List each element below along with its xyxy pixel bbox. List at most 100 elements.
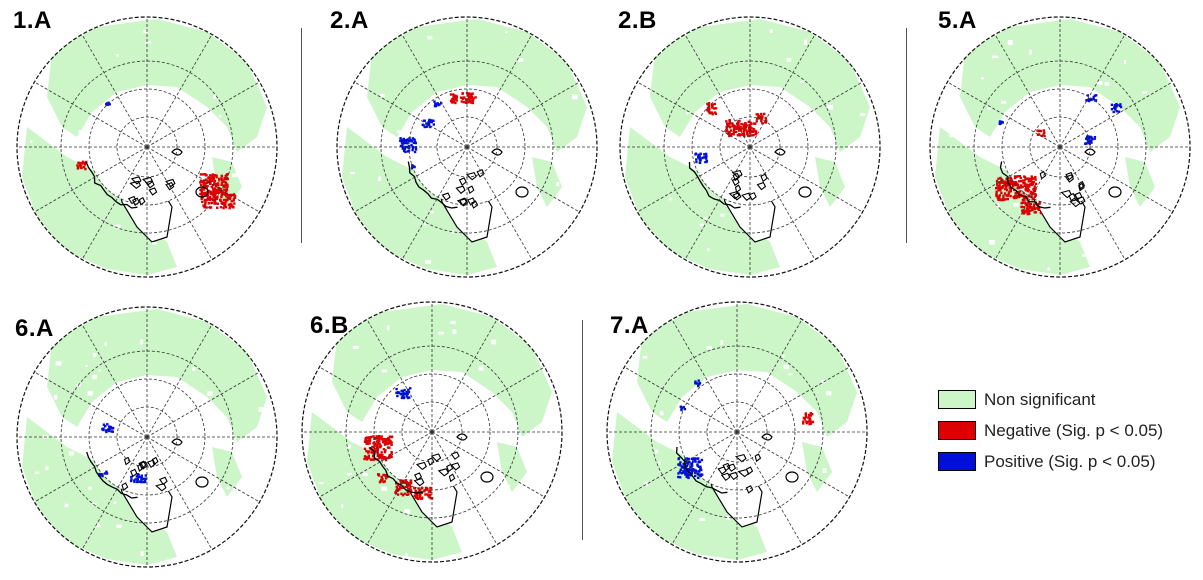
no-data-speck [69, 451, 74, 455]
negative-pixel [1030, 203, 1032, 205]
negative-pixel [1029, 207, 1031, 209]
no-data-speck [852, 217, 855, 219]
no-data-speck [380, 94, 385, 97]
negative-pixel [376, 443, 378, 445]
positive-pixel [680, 406, 682, 408]
no-data-speck [525, 479, 528, 483]
no-data-speck [226, 487, 229, 490]
positive-pixel [104, 472, 106, 474]
negative-pixel [1007, 198, 1009, 200]
negative-pixel [383, 441, 385, 443]
no-data-speck [518, 58, 523, 62]
positive-pixel [1120, 106, 1122, 108]
no-data-speck [1067, 220, 1069, 224]
positive-pixel [680, 409, 682, 411]
no-data-speck [92, 375, 97, 379]
positive-pixel [411, 149, 413, 151]
negative-pixel [385, 440, 387, 442]
negative-pixel [1032, 198, 1034, 200]
no-data-speck [397, 130, 403, 132]
no-data-speck [1082, 254, 1087, 256]
positive-pixel [130, 476, 132, 478]
no-data-speck [669, 198, 672, 201]
negative-pixel [452, 98, 454, 100]
no-data-speck [657, 419, 661, 423]
negative-pixel [217, 182, 219, 184]
positive-pixel [699, 467, 701, 469]
negative-pixel [213, 181, 215, 183]
no-data-speck [381, 486, 387, 490]
no-data-speck [438, 332, 444, 335]
no-data-speck [225, 138, 231, 140]
negative-pixel [472, 99, 474, 101]
negative-pixel [368, 457, 370, 459]
no-data-speck [65, 430, 67, 435]
positive-pixel [438, 103, 440, 105]
negative-pixel [217, 203, 219, 205]
negative-pixel [1022, 202, 1024, 204]
negative-pixel [746, 132, 748, 134]
positive-pixel [701, 459, 703, 461]
no-data-speck [699, 518, 705, 521]
no-data-speck [660, 411, 664, 415]
negative-pixel [364, 438, 366, 440]
positive-pixel [106, 103, 108, 105]
positive-pixel [697, 477, 699, 479]
negative-pixel [754, 123, 756, 125]
negative-pixel [755, 133, 757, 135]
positive-pixel [130, 478, 132, 480]
negative-pixel [756, 113, 758, 115]
positive-pixel [697, 457, 699, 459]
no-data-speck [1100, 208, 1105, 213]
negative-pixel [708, 108, 710, 110]
negative-pixel [421, 497, 423, 499]
negative-pixel [228, 204, 230, 206]
negative-pixel [378, 436, 380, 438]
no-data-speck [114, 502, 117, 504]
negative-pixel [454, 102, 456, 104]
no-data-speck [185, 213, 190, 216]
legend-label: Negative (Sig. p < 0.05) [984, 421, 1163, 441]
negative-pixel [733, 130, 735, 132]
negative-pixel [1036, 130, 1038, 132]
positive-pixel [404, 151, 406, 153]
negative-pixel [218, 192, 220, 194]
negative-pixel [996, 180, 998, 182]
negative-pixel [203, 206, 205, 208]
negative-pixel [395, 490, 397, 492]
negative-pixel [996, 184, 998, 186]
no-data-speck [213, 501, 215, 504]
negative-pixel [1028, 189, 1030, 191]
negative-pixel [1024, 178, 1026, 180]
negative-pixel [1028, 210, 1030, 212]
no-data-speck [782, 355, 784, 358]
no-data-speck [515, 243, 518, 245]
no-data-speck [658, 462, 661, 465]
no-data-speck [770, 29, 773, 33]
negative-pixel [805, 412, 807, 414]
negative-pixel [761, 115, 763, 117]
positive-pixel [684, 471, 686, 473]
negative-pixel [1026, 184, 1028, 186]
separator-line [906, 28, 907, 243]
positive-pixel [699, 159, 701, 161]
negative-pixel [708, 102, 710, 104]
negative-pixel [379, 454, 381, 456]
negative-pixel [390, 441, 392, 443]
positive-pixel [697, 385, 699, 387]
no-data-speck [505, 31, 508, 33]
negative-pixel [208, 202, 210, 204]
positive-pixel [412, 137, 414, 139]
positive-pixel [415, 148, 417, 150]
negative-pixel [755, 131, 757, 133]
no-data-speck [347, 445, 351, 449]
positive-pixel [100, 474, 102, 476]
positive-pixel [139, 476, 141, 478]
negative-pixel [232, 206, 234, 208]
negative-pixel [429, 494, 431, 496]
positive-pixel [106, 472, 108, 474]
no-data-speck [116, 525, 121, 529]
negative-pixel [381, 435, 383, 437]
no-data-speck [966, 118, 971, 122]
no-data-speck [491, 340, 496, 345]
